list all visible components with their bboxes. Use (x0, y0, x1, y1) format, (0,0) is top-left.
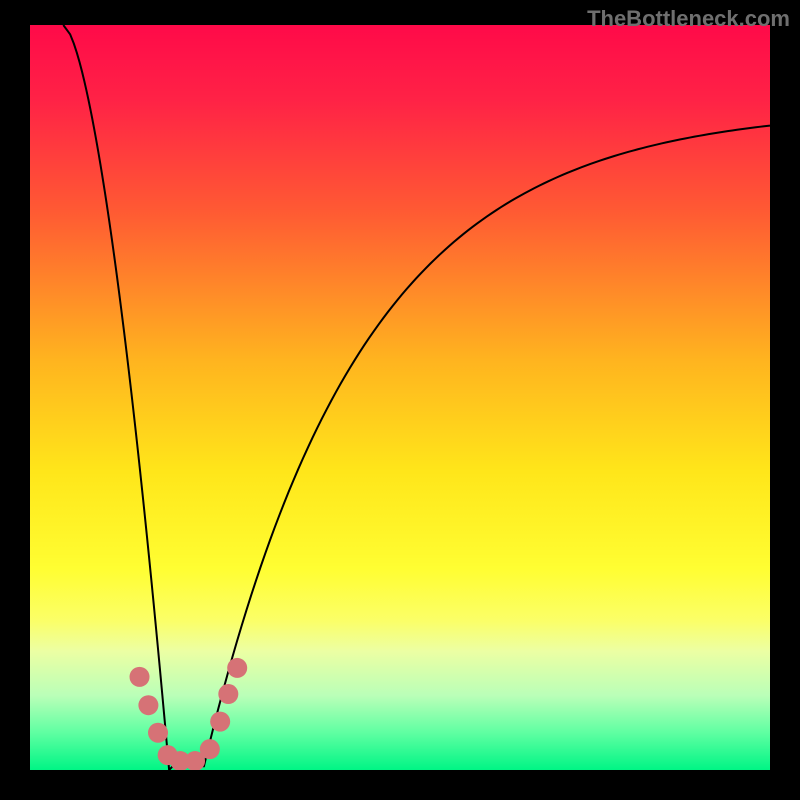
plot-svg (30, 25, 770, 770)
curve-marker (218, 684, 238, 704)
curve-marker (200, 739, 220, 759)
curve-marker (227, 658, 247, 678)
curve-marker (130, 667, 150, 687)
chart-outer: TheBottleneck.com (0, 0, 800, 800)
plot-area (30, 25, 770, 770)
watermark-text: TheBottleneck.com (587, 6, 790, 32)
gradient-background (30, 25, 770, 770)
curve-marker (148, 723, 168, 743)
curve-marker (210, 712, 230, 732)
curve-marker (138, 695, 158, 715)
